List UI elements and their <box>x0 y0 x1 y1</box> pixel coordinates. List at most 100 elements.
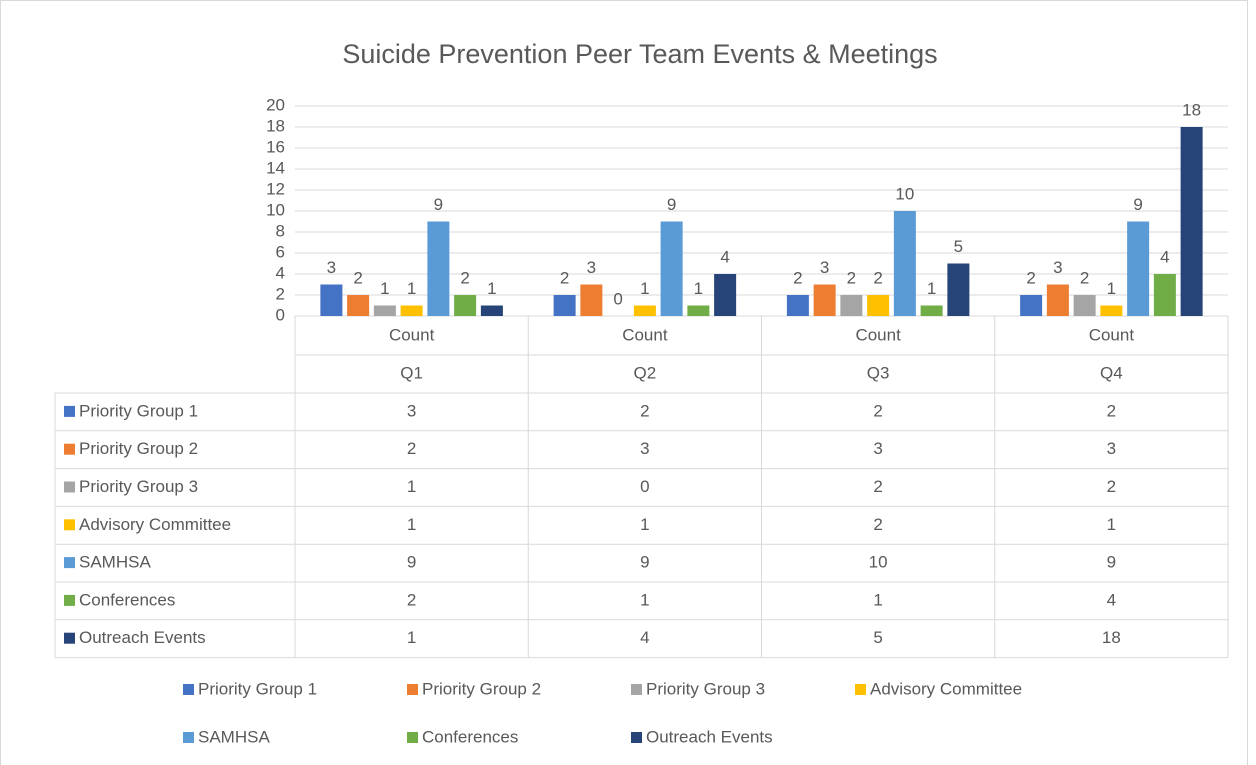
table-cell: 9 <box>1107 553 1116 572</box>
bar <box>1046 284 1069 316</box>
data-label: 1 <box>927 279 936 298</box>
legend-label: Advisory Committee <box>870 679 1022 698</box>
chart-title: Suicide Prevention Peer Team Events & Me… <box>342 39 937 69</box>
data-label: 2 <box>560 268 569 287</box>
y-tick-label: 14 <box>266 158 285 177</box>
data-label: 18 <box>1182 100 1201 119</box>
category-sublabel: Count <box>389 325 435 344</box>
table-cell: 10 <box>869 553 888 572</box>
bar <box>480 305 503 316</box>
data-label: 1 <box>380 279 389 298</box>
legend-key <box>855 684 866 695</box>
bar <box>920 305 943 316</box>
table-cell: 3 <box>873 439 882 458</box>
bar <box>714 274 737 316</box>
table-row-label: Advisory Committee <box>79 515 231 534</box>
bar <box>1153 274 1176 316</box>
y-tick-label: 16 <box>266 137 285 156</box>
legend-key <box>183 732 194 743</box>
table-cell: 1 <box>407 628 416 647</box>
data-label: 2 <box>460 268 469 287</box>
table-row-label: Priority Group 3 <box>79 477 198 496</box>
data-label: 1 <box>1107 279 1116 298</box>
table-legend-key <box>64 405 75 417</box>
bar <box>320 284 343 316</box>
data-label: 1 <box>694 279 703 298</box>
table-cell: 3 <box>640 439 649 458</box>
table-cell: 2 <box>407 439 416 458</box>
table-legend-key <box>64 443 75 455</box>
data-label: 1 <box>487 279 496 298</box>
legend-key <box>631 732 642 743</box>
y-tick-label: 6 <box>276 242 285 261</box>
table-legend-key <box>64 519 75 531</box>
data-label: 3 <box>587 258 596 277</box>
legend-key <box>183 684 194 695</box>
bar <box>553 295 576 316</box>
data-label: 4 <box>720 247 729 266</box>
table-cell: 1 <box>407 477 416 496</box>
bar <box>347 295 370 316</box>
legend-label: SAMHSA <box>198 727 270 746</box>
y-tick-label: 18 <box>266 116 285 135</box>
table-legend-key <box>64 557 75 569</box>
y-tick-label: 4 <box>276 263 285 282</box>
y-tick-label: 8 <box>276 221 285 240</box>
x-tick-label: Q3 <box>867 363 890 382</box>
table-legend-key <box>64 632 75 644</box>
bar <box>633 305 656 316</box>
legend-key <box>631 684 642 695</box>
data-label: 4 <box>1160 247 1169 266</box>
legend-label: Outreach Events <box>646 727 773 746</box>
bar <box>400 305 423 316</box>
table-cell: 4 <box>640 628 649 647</box>
table-cell: 18 <box>1102 628 1121 647</box>
table-row-label: Priority Group 2 <box>79 439 198 458</box>
legend-label: Conferences <box>422 727 518 746</box>
y-tick-label: 10 <box>266 200 285 219</box>
bar <box>1020 295 1043 316</box>
table-row-label: Conferences <box>79 590 175 609</box>
bar <box>373 305 396 316</box>
bar <box>427 221 450 316</box>
legend-label: Priority Group 1 <box>198 679 317 698</box>
data-label: 10 <box>895 184 914 203</box>
data-label: 3 <box>327 258 336 277</box>
data-label: 1 <box>407 279 416 298</box>
table-cell: 1 <box>407 515 416 534</box>
data-label: 2 <box>847 268 856 287</box>
table-cell: 2 <box>873 401 882 420</box>
table-cell: 0 <box>640 477 649 496</box>
data-label: 9 <box>1133 195 1142 214</box>
legend-key <box>407 684 418 695</box>
bar <box>454 295 477 316</box>
y-tick-label: 0 <box>276 305 285 324</box>
y-tick-label: 20 <box>266 95 285 114</box>
data-label: 9 <box>667 195 676 214</box>
data-label: 2 <box>793 268 802 287</box>
data-label: 1 <box>640 279 649 298</box>
bar <box>1073 295 1096 316</box>
table-cell: 1 <box>873 590 882 609</box>
category-sublabel: Count <box>1089 325 1135 344</box>
bar <box>580 284 603 316</box>
bar <box>1180 127 1203 316</box>
data-label: 9 <box>434 195 443 214</box>
bar <box>786 295 809 316</box>
table-cell: 4 <box>1107 590 1116 609</box>
table-cell: 3 <box>407 401 416 420</box>
category-sublabel: Count <box>622 325 668 344</box>
table-row-label: Priority Group 1 <box>79 401 198 420</box>
table-cell: 2 <box>873 477 882 496</box>
bar <box>1100 305 1123 316</box>
data-label: 2 <box>873 268 882 287</box>
data-label: 0 <box>613 289 622 308</box>
table-cell: 2 <box>1107 477 1116 496</box>
table-cell: 2 <box>407 590 416 609</box>
bar <box>687 305 710 316</box>
bar <box>1127 221 1150 316</box>
data-label: 3 <box>820 258 829 277</box>
bar <box>947 263 970 316</box>
